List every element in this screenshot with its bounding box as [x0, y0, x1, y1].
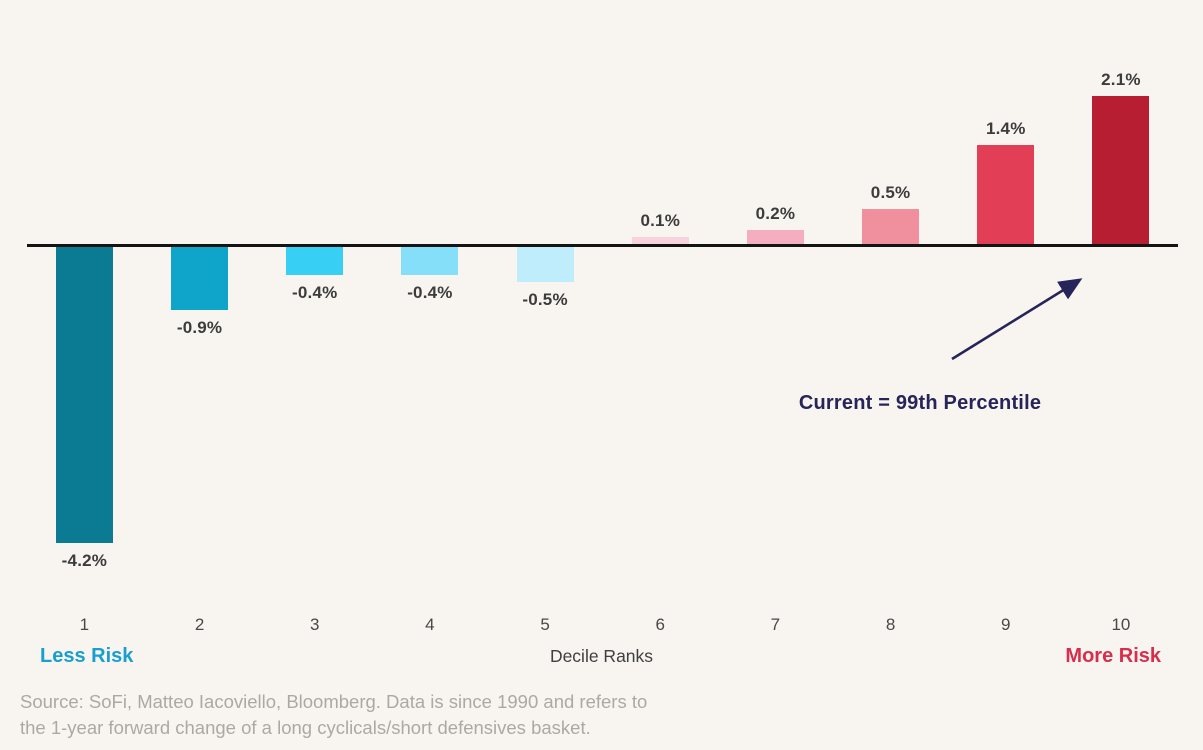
- bar-value-label: 0.2%: [755, 204, 796, 223]
- bar-decile-6: [631, 237, 689, 244]
- x-tick-9: 9: [1001, 615, 1011, 634]
- x-tick-4: 4: [425, 615, 435, 634]
- x-tick-1: 1: [79, 615, 90, 634]
- bar-decile-4: [401, 247, 459, 275]
- bar-decile-5: [516, 247, 574, 282]
- x-tick-2: 2: [194, 615, 205, 634]
- bar-value-label: 1.4%: [985, 119, 1026, 138]
- bar-value-label: -0.5%: [522, 290, 568, 309]
- annotation-arrow-icon: [951, 278, 1083, 361]
- bar-value-label: -0.9%: [176, 318, 223, 337]
- bar-value-label: -0.4%: [407, 283, 453, 302]
- bar-decile-1: [55, 247, 113, 543]
- less-risk-label: Less Risk: [40, 645, 134, 667]
- bar-value-label: -0.4%: [292, 283, 338, 302]
- x-tick-10: 10: [1111, 615, 1131, 634]
- x-tick-8: 8: [885, 615, 896, 634]
- bar-decile-9: [977, 145, 1035, 244]
- bar-value-label: 2.1%: [1101, 70, 1141, 89]
- x-tick-6: 6: [655, 615, 665, 634]
- source-note: Source: SoFi, Matteo Iacoviello, Bloombe…: [20, 689, 647, 740]
- bar-value-label: -4.2%: [61, 551, 108, 570]
- more-risk-label: More Risk: [1065, 645, 1161, 667]
- x-tick-7: 7: [770, 615, 781, 634]
- source-note-line1: Source: SoFi, Matteo Iacoviello, Bloombe…: [20, 691, 648, 712]
- bar-decile-2: [171, 247, 229, 310]
- x-axis-title: Decile Ranks: [549, 646, 654, 666]
- bar-decile-10: [1092, 96, 1150, 244]
- source-note-line2: the 1-year forward change of a long cycl…: [20, 716, 591, 738]
- bar-decile-8: [862, 209, 920, 244]
- annotation-label: Current = 99th Percentile: [798, 392, 1042, 414]
- bar-decile-3: [286, 247, 344, 275]
- bar-value-label: 0.1%: [640, 211, 681, 230]
- bar-decile-7: [746, 230, 804, 244]
- x-tick-3: 3: [310, 615, 320, 634]
- bar-value-label: 0.5%: [870, 183, 911, 202]
- x-tick-5: 5: [540, 615, 550, 634]
- x-axis-line: [27, 244, 1178, 247]
